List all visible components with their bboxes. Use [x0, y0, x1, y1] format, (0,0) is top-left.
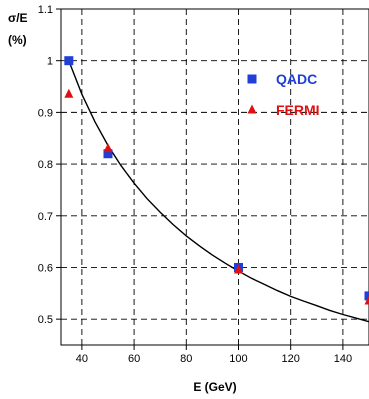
fermi-point-2 — [233, 264, 243, 274]
legend-marker-fermi — [247, 104, 257, 114]
y-tick-label-6: 1.1 — [38, 4, 53, 16]
legend-label-qadc: QADC — [276, 71, 317, 87]
x-tick-label-1: 60 — [128, 353, 140, 365]
y-tick-label-5: 1 — [47, 56, 53, 68]
y-tick-label-0: 0.5 — [38, 314, 53, 326]
x-tick-label-2: 80 — [180, 353, 192, 365]
x-axis-label: E (GeV) — [193, 380, 236, 394]
fermi-point-0 — [64, 88, 74, 98]
qadc-point-3 — [364, 291, 369, 301]
data-points — [64, 56, 369, 305]
fermi-point-3 — [364, 295, 369, 305]
fit-curve-layer — [68, 60, 369, 323]
ticks: 40 60 80 100 120 140 0.5 0.6 0.7 0.8 0.9 1 1.1 — [38, 4, 352, 365]
y-axis-label-line-2: (%) — [8, 33, 27, 47]
x-tick-label-5: 140 — [334, 353, 352, 365]
y-tick-label-2: 0.7 — [38, 211, 53, 223]
y-tick-label-1: 0.6 — [38, 262, 53, 274]
x-tick-label-3: 100 — [229, 353, 247, 365]
legend: QADC FERMI — [247, 71, 320, 118]
legend-label-fermi: FERMI — [276, 102, 320, 118]
x-tick-label-0: 40 — [76, 353, 88, 365]
y-tick-label-4: 0.9 — [38, 107, 53, 119]
legend-marker-qadc — [247, 74, 257, 84]
y-tick-label-3: 0.8 — [38, 159, 53, 171]
x-tick-label-4: 120 — [282, 353, 300, 365]
qadc-point-1 — [103, 149, 113, 159]
series-fermi — [64, 88, 369, 305]
fit-curve — [68, 60, 369, 323]
fermi-point-1 — [103, 143, 113, 153]
series-qadc — [64, 56, 369, 301]
y-axis-label-line-1: σ/E — [8, 11, 28, 25]
plot-frame — [60, 8, 369, 346]
qadc-point-0 — [64, 56, 74, 66]
grid — [61, 8, 369, 345]
